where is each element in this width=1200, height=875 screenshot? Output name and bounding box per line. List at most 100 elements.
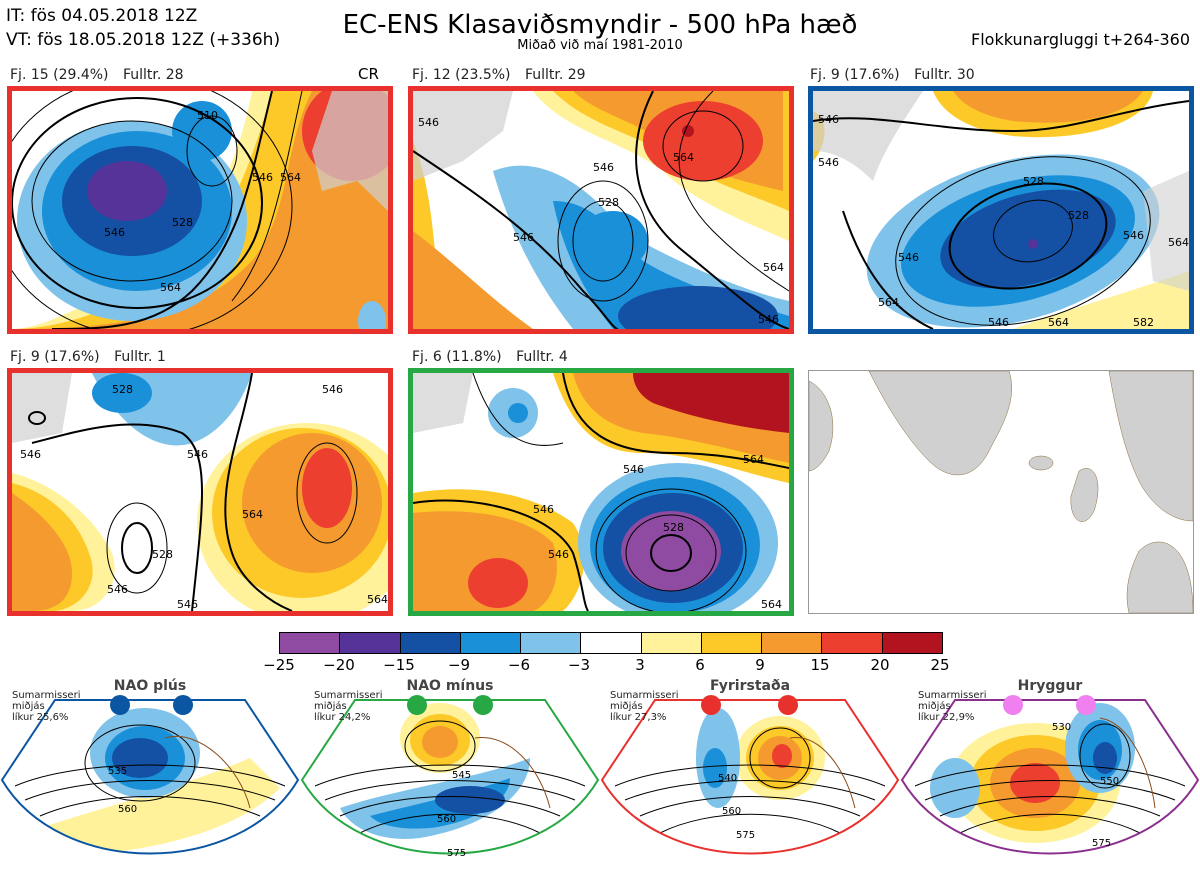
- regime-dot: [110, 695, 130, 715]
- regime-dot: [473, 695, 493, 715]
- height-contour: [562, 373, 789, 469]
- height-contour: [339, 796, 561, 817]
- anomaly-field: [1010, 763, 1060, 803]
- cluster-label: Fj. 15 (29.4%): [10, 67, 109, 83]
- anomaly-field: [682, 125, 694, 137]
- coastline: [789, 737, 856, 809]
- contour-label: 564: [673, 151, 694, 164]
- contour-label: 560: [437, 814, 457, 825]
- height-contour: [1079, 723, 1131, 789]
- contour-label: 546: [818, 113, 839, 126]
- colorbar-bin: [822, 633, 883, 653]
- contour-label: 510: [197, 109, 218, 122]
- height-contour: [662, 110, 744, 182]
- iceland-landmass: [1028, 455, 1054, 471]
- height-contour: [914, 764, 1186, 787]
- map-panel-4: 528 546 546 528 546 546 564 546 564: [7, 368, 393, 616]
- colorbar-tick: 25: [930, 656, 950, 674]
- colorbar-bin: [641, 633, 702, 653]
- header-dates: IT: fös 04.05.2018 12Z VT: fös 18.05.201…: [6, 4, 280, 52]
- cluster-label: Fj. 6 (11.8%): [412, 349, 502, 365]
- scandinavia-landmass: [1108, 371, 1193, 522]
- height-contour: [324, 780, 576, 801]
- height-contour: [678, 91, 789, 292]
- height-contour: [186, 115, 238, 187]
- contour-label: 528: [172, 216, 193, 229]
- contour-label: 546: [187, 448, 208, 461]
- height-contour: [614, 764, 886, 787]
- contour-label: 546: [758, 313, 779, 326]
- anomaly-field: [358, 301, 386, 329]
- cluster-label: Fj. 9 (17.6%): [810, 67, 900, 83]
- regime-frame: [600, 699, 900, 855]
- contour-label: 540: [718, 773, 738, 784]
- anomaly-field: [643, 101, 763, 181]
- height-contour: [813, 100, 1189, 133]
- colorbar-bin: [460, 633, 522, 653]
- contour-label: 582: [1133, 316, 1154, 329]
- height-contour: [314, 764, 586, 787]
- britain-landmass: [1070, 468, 1099, 522]
- contour-label: 564: [242, 508, 263, 521]
- landmass: [813, 91, 923, 181]
- coastline: [1099, 717, 1156, 809]
- anomaly-map-2: [413, 91, 789, 329]
- map-panel-6: [808, 370, 1194, 614]
- contour-label: 564: [1048, 316, 1069, 329]
- representative-label: Fulltr. 30: [914, 67, 975, 83]
- map-panel-5: 546 564 546 546 528 564: [408, 368, 794, 616]
- colorbar-tick: −3: [567, 656, 591, 674]
- panel-2-label: Fj. 12 (23.5%) Fulltr. 29: [412, 67, 596, 83]
- contour-label: 546: [418, 116, 439, 129]
- colorbar-bin: [701, 633, 763, 653]
- height-contour: [14, 764, 286, 787]
- representative-label: Fulltr. 1: [114, 349, 166, 365]
- height-contour: [24, 780, 276, 801]
- height-contour: [557, 180, 649, 302]
- anomaly-field: [953, 91, 1143, 123]
- regime-dot: [1003, 695, 1023, 715]
- regime-note: Sumarmisseri miðjás líkur 24,2%: [314, 690, 383, 723]
- height-contour: [842, 210, 934, 329]
- regime-dot: [701, 695, 721, 715]
- map-panel-1: 510 528 546 546 564 564: [7, 86, 393, 334]
- anomaly-field: [940, 189, 1116, 289]
- contour-label: 546: [898, 251, 919, 264]
- anomaly-field: [112, 738, 168, 778]
- height-contour: [106, 502, 168, 594]
- landmass: [413, 373, 473, 433]
- contour-label: 528: [598, 196, 619, 209]
- colorbar-tick: 3: [635, 656, 645, 674]
- coastline: [474, 737, 551, 809]
- height-contour: [572, 200, 634, 282]
- colorbar-bin: [521, 633, 582, 653]
- regime-dot: [778, 695, 798, 715]
- anomaly-map-5: [413, 373, 789, 611]
- height-contour: [659, 813, 841, 834]
- height-contour: [224, 373, 293, 611]
- height-contour: [749, 727, 811, 789]
- europe-landmass: [1126, 541, 1193, 613]
- map-panel-3: 546 546 528 528 546 546 564 564 546 564 …: [808, 86, 1194, 334]
- page-title: EC-ENS Klasaviðsmyndir - 500 hPa hæð: [342, 10, 858, 40]
- contour-label: 546: [513, 231, 534, 244]
- colorbar-tick: −25: [263, 656, 295, 674]
- contour-label: 535: [108, 766, 128, 777]
- colorbar-bin: [882, 633, 942, 653]
- height-contour: [359, 813, 541, 834]
- regime-nao-plus: NAO plús Sumarmisseri miðjás líkur 25,6% 5…: [0, 678, 300, 871]
- contour-label: 546: [533, 503, 554, 516]
- anomaly-field: [302, 448, 352, 528]
- contour-label: 575: [447, 848, 467, 859]
- contour-label: 564: [1168, 236, 1189, 249]
- contour-label: 546: [623, 463, 644, 476]
- contour-label: 575: [1092, 838, 1112, 849]
- height-contour: [84, 724, 196, 802]
- contour-label: 546: [593, 161, 614, 174]
- contour-label: 546: [818, 156, 839, 169]
- regime-title: NAO mínus: [406, 678, 494, 694]
- contour-label: 530: [1052, 722, 1072, 733]
- regime-dot: [1076, 695, 1096, 715]
- height-contour: [12, 91, 293, 329]
- contour-label: 546: [988, 316, 1009, 329]
